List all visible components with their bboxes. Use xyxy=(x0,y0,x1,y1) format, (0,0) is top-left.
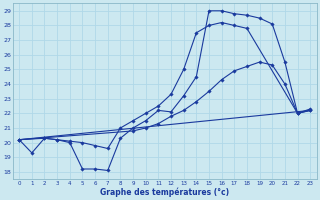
X-axis label: Graphe des températures (°c): Graphe des températures (°c) xyxy=(100,187,229,197)
